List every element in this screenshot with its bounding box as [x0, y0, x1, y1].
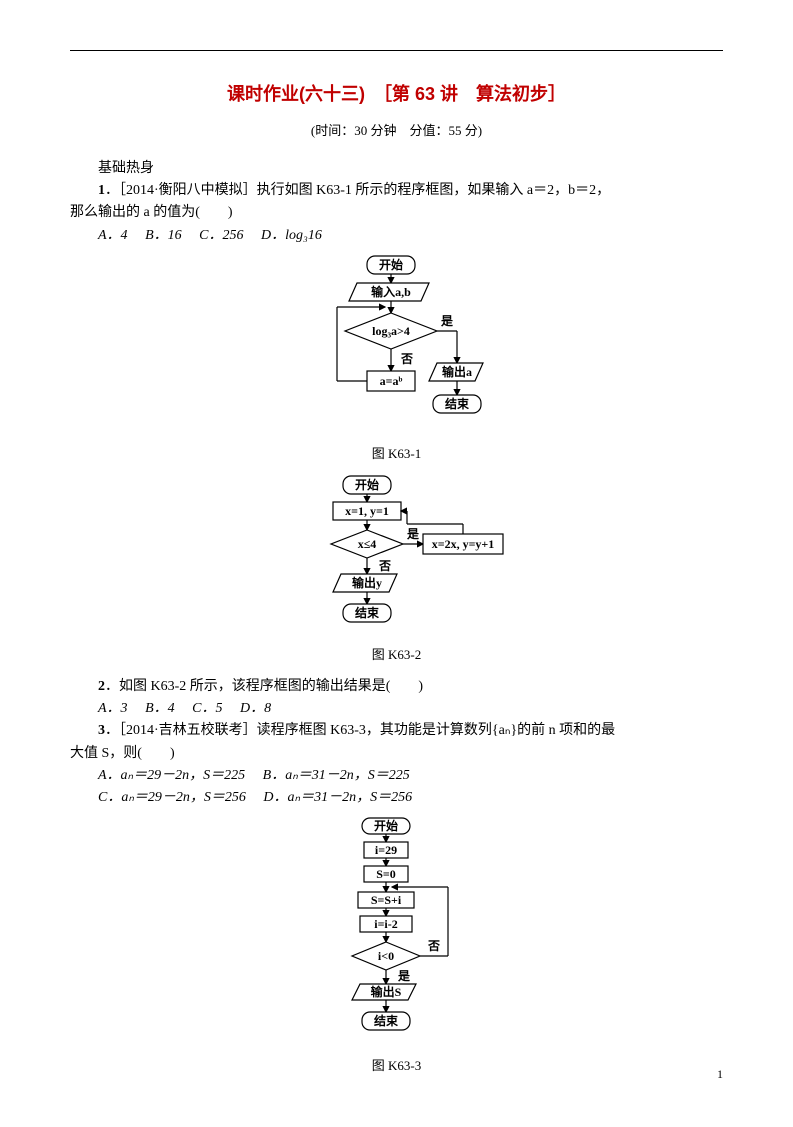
- figure-2-caption: 图 K63-2: [70, 645, 723, 666]
- q2-opt-a: A．3: [98, 701, 128, 716]
- q1-opt-d: D．log₃16: [261, 228, 322, 243]
- section-heading: 基础热身: [70, 158, 723, 180]
- q2-num: 2: [98, 679, 105, 694]
- figure-1: 开始 输入a,b log₃a>4 是 否 a=aᵇ 输出a: [70, 253, 723, 441]
- f1-assign: a=aᵇ: [379, 374, 402, 388]
- q3-options-row2: C．aₙ＝29－2n，S＝256 D．aₙ＝31－2n，S＝256: [98, 787, 723, 809]
- figure-2: 开始 x=1, y=1 x≤4 是 x=2x, y=y+1 否 输出y 结束: [70, 474, 723, 642]
- q3-opt-c: C．aₙ＝29－2n，S＝256: [98, 790, 246, 805]
- q1-text-a: ．［2014·衡阳八中模拟］执行如图 K63-1 所示的程序框图，如果输入 a＝…: [105, 183, 610, 198]
- f3-yes: 是: [397, 969, 411, 983]
- q3-opt-d: D．aₙ＝31－2n，S＝256: [263, 790, 412, 805]
- f2-assign: x=2x, y=y+1: [431, 537, 494, 551]
- f1-input: 输入a,b: [371, 284, 411, 299]
- q1-line2: 那么输出的 a 的值为( ): [70, 202, 723, 224]
- subtitle: (时间：30 分钟 分值：55 分): [70, 121, 723, 142]
- figure-3: 开始 i=29 S=0 S=S+i i=i-2 i<0 否 是 输: [70, 816, 723, 1054]
- q2-opt-c: C．5: [192, 701, 222, 716]
- f3-upd2: i=i-2: [374, 917, 398, 931]
- f2-cond: x≤4: [357, 537, 376, 551]
- f3-cond: i<0: [377, 949, 393, 963]
- q2-opt-b: B．4: [145, 701, 175, 716]
- f2-start: 开始: [354, 477, 378, 492]
- main-title: 课时作业(六十三) ［第 63 讲 算法初步］: [70, 80, 723, 109]
- f3-init1: i=29: [374, 843, 396, 857]
- f3-output: 输出S: [370, 984, 401, 999]
- f3-no: 否: [426, 939, 439, 953]
- flowchart-2: 开始 x=1, y=1 x≤4 是 x=2x, y=y+1 否 输出y 结束: [287, 474, 507, 634]
- page-number: 1: [717, 1067, 723, 1082]
- f2-output: 输出y: [351, 575, 381, 590]
- figure-1-caption: 图 K63-1: [70, 444, 723, 465]
- f3-start: 开始: [373, 818, 397, 833]
- f3-init2: S=0: [376, 867, 396, 881]
- q3-line1: 3．［2014·吉林五校联考］读程序框图 K63-3，其功能是计算数列{aₙ}的…: [70, 720, 723, 742]
- q1-num: 1: [98, 183, 105, 198]
- q2-opt-d: D．8: [240, 701, 271, 716]
- q1-opt-a: A．4: [98, 228, 128, 243]
- figure-3-caption: 图 K63-3: [70, 1056, 723, 1077]
- q2-text: ．如图 K63-2 所示，该程序框图的输出结果是( ): [105, 679, 423, 694]
- flowchart-1: 开始 输入a,b log₃a>4 是 否 a=aᵇ 输出a: [297, 253, 497, 433]
- q3-text-a: ．［2014·吉林五校联考］读程序框图 K63-3，其功能是计算数列{aₙ}的前…: [105, 723, 615, 738]
- f2-end: 结束: [354, 605, 379, 620]
- f1-start: 开始: [378, 257, 402, 272]
- q3-options-row1: A．aₙ＝29－2n，S＝225 B．aₙ＝31－2n，S＝225: [98, 765, 723, 787]
- f1-end: 结束: [444, 396, 469, 411]
- f2-init: x=1, y=1: [345, 504, 389, 518]
- q3-num: 3: [98, 723, 105, 738]
- q1-options: A．4 B．16 C．256 D．log₃16: [98, 225, 723, 247]
- q3-opt-b: B．aₙ＝31－2n，S＝225: [263, 768, 410, 783]
- q2-line: 2．如图 K63-2 所示，该程序框图的输出结果是( ): [70, 676, 723, 698]
- q3-line2: 大值 S，则( ): [70, 743, 723, 765]
- top-rule: [70, 50, 723, 51]
- q2-options: A．3 B．4 C．5 D．8: [98, 698, 723, 720]
- q1-line1: 1．［2014·衡阳八中模拟］执行如图 K63-1 所示的程序框图，如果输入 a…: [70, 180, 723, 202]
- page-body: 课时作业(六十三) ［第 63 讲 算法初步］ (时间：30 分钟 分值：55 …: [0, 0, 793, 1127]
- f1-cond: log₃a>4: [372, 324, 410, 338]
- q1-opt-c: C．256: [199, 228, 243, 243]
- f3-upd1: S=S+i: [370, 893, 401, 907]
- q1-opt-b: B．16: [145, 228, 182, 243]
- f1-output: 输出a: [441, 364, 471, 379]
- flowchart-3: 开始 i=29 S=0 S=S+i i=i-2 i<0 否 是 输: [312, 816, 482, 1046]
- f1-no: 否: [400, 352, 413, 366]
- f2-yes: 是: [405, 527, 419, 541]
- q3-opt-a: A．aₙ＝29－2n，S＝225: [98, 768, 245, 783]
- f3-end: 结束: [373, 1013, 398, 1028]
- f1-yes: 是: [439, 314, 453, 328]
- f2-no: 否: [378, 559, 391, 573]
